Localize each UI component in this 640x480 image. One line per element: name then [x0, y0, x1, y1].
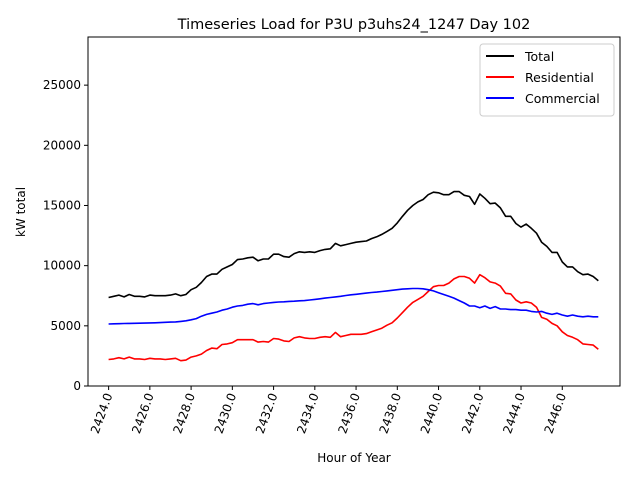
y-tick-label: 0	[73, 379, 81, 393]
x-tick-label: 2442.0	[459, 391, 487, 435]
y-tick-label: 25000	[43, 78, 81, 92]
x-tick-label: 2426.0	[129, 391, 157, 435]
x-tick-label: 2438.0	[377, 391, 405, 435]
y-tick-label: 5000	[50, 319, 81, 333]
series-line-total	[108, 190, 599, 299]
series-layer	[108, 190, 599, 362]
x-tick-label: 2428.0	[170, 391, 198, 435]
x-axis-label: Hour of Year	[317, 451, 391, 465]
y-axis: 0 5000 10000 15000 20000 25000	[43, 78, 88, 393]
x-tick-label: 2446.0	[542, 391, 570, 435]
y-tick-label: 20000	[43, 138, 81, 152]
y-tick-label: 10000	[43, 259, 81, 273]
x-axis: 2424.0 2426.0 2428.0 2430.0 2432.0 2434.0 2436…	[88, 386, 569, 435]
legend-items: Total Residential Commercial	[486, 49, 600, 106]
y-tick-label: 15000	[43, 198, 81, 212]
legend-label-residential: Residential	[525, 70, 594, 85]
x-tick-label: 2424.0	[88, 391, 116, 435]
legend-label-total: Total	[524, 49, 554, 64]
x-tick-label: 2432.0	[253, 391, 281, 435]
series-line-residential	[108, 273, 599, 362]
series-line-commercial	[108, 287, 599, 325]
x-tick-label: 2444.0	[500, 391, 528, 435]
x-tick-label: 2434.0	[294, 391, 322, 435]
x-tick-label: 2436.0	[335, 391, 363, 435]
legend-label-commercial: Commercial	[525, 91, 600, 106]
plot-frame	[87, 36, 621, 387]
x-tick-label: 2430.0	[212, 391, 240, 435]
y-axis-label: kW total	[14, 187, 28, 237]
x-tick-label: 2440.0	[418, 391, 446, 435]
legend: Total Residential Commercial	[479, 43, 615, 117]
chart-title: Timeseries Load for P3U p3uhs24_1247 Day…	[177, 17, 531, 33]
